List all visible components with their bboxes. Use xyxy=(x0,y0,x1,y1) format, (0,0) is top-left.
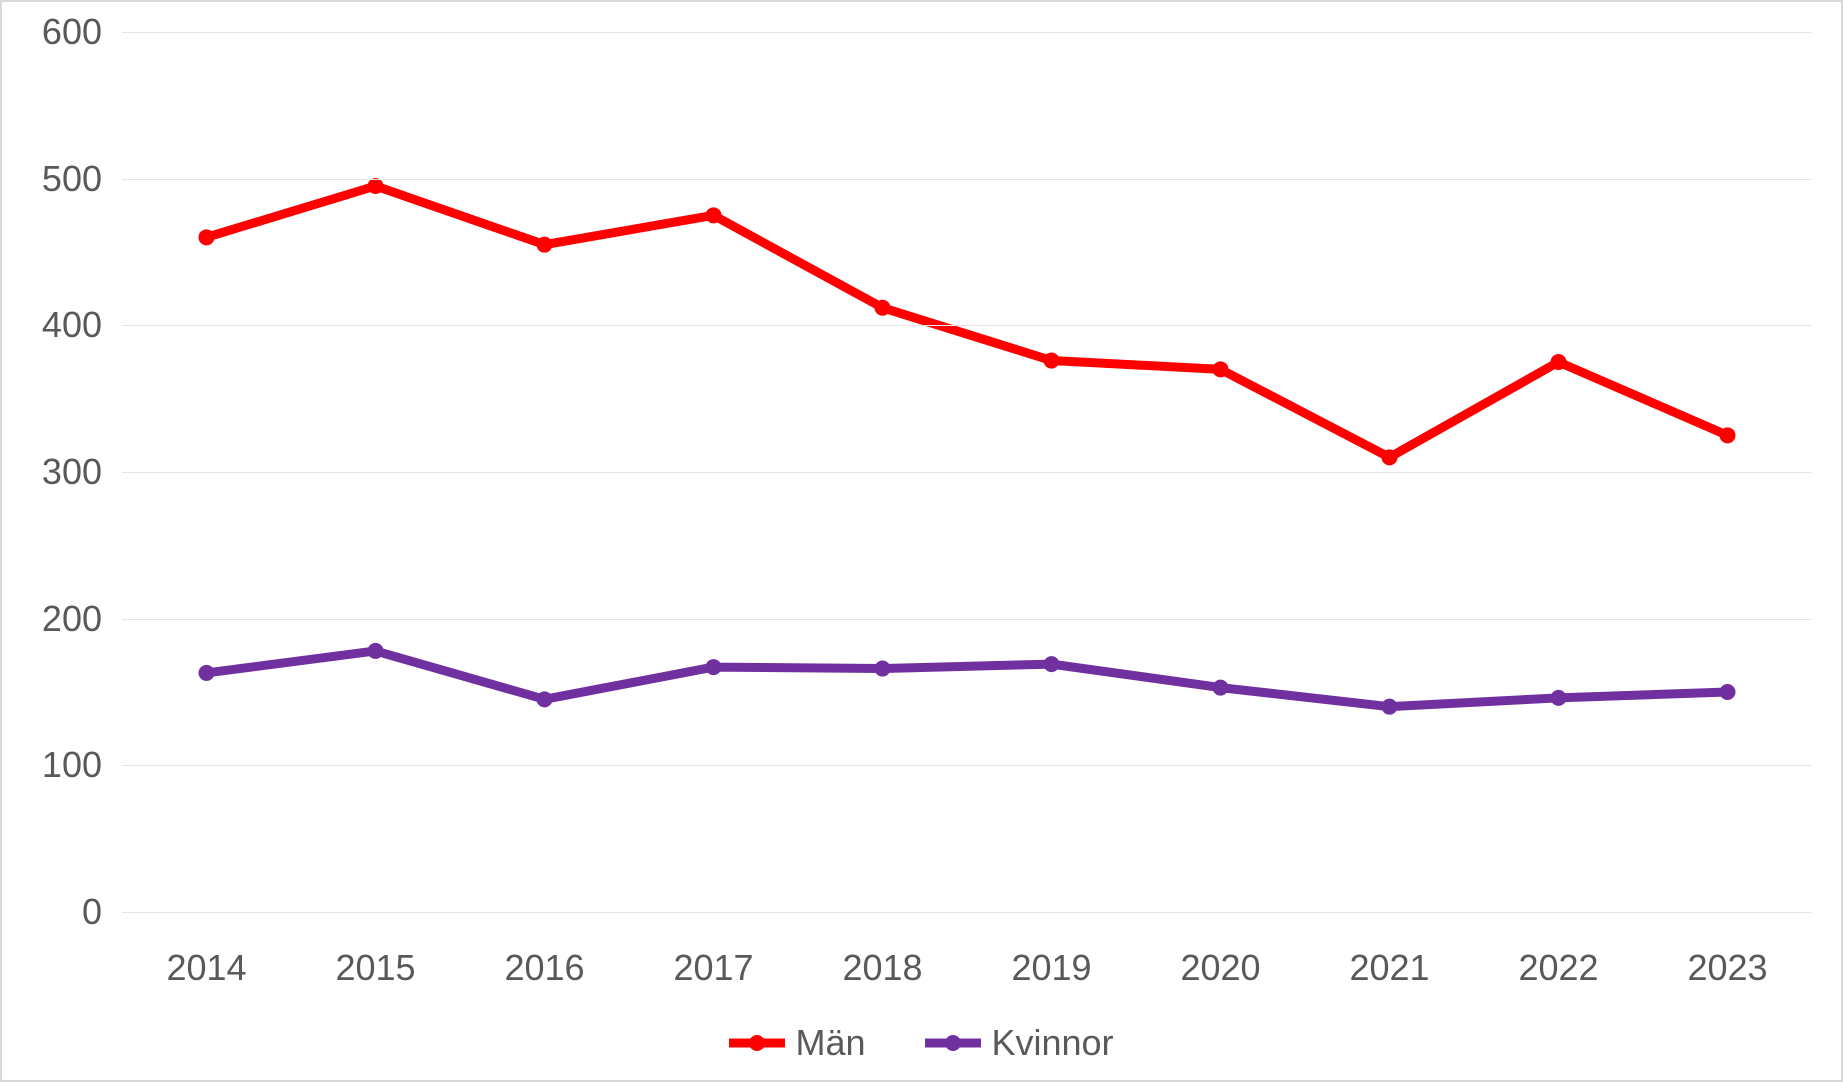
x-tick-label: 2021 xyxy=(1349,947,1429,989)
series-marker-women xyxy=(537,691,553,707)
series-marker-men xyxy=(1044,353,1060,369)
legend-item-men: Män xyxy=(729,1022,865,1064)
y-tick-label: 600 xyxy=(2,11,102,53)
series-marker-men xyxy=(537,237,553,253)
series-marker-men xyxy=(875,300,891,316)
y-tick-label: 400 xyxy=(2,304,102,346)
series-marker-men xyxy=(199,229,215,245)
x-tick-label: 2020 xyxy=(1180,947,1260,989)
x-tick-label: 2019 xyxy=(1011,947,1091,989)
gridline xyxy=(122,325,1812,326)
series-marker-women xyxy=(1551,690,1567,706)
gridline xyxy=(122,765,1812,766)
series-line-men xyxy=(207,186,1728,457)
y-tick-label: 100 xyxy=(2,744,102,786)
series-marker-women xyxy=(1382,699,1398,715)
line-chart: Män Kvinnor 0 100 200 300 400 500 600 2014 2015 20… xyxy=(0,0,1843,1082)
legend-swatch-men xyxy=(729,1034,785,1052)
gridline xyxy=(122,179,1812,180)
gridline xyxy=(122,32,1812,33)
y-tick-label: 0 xyxy=(2,891,102,933)
legend-item-women: Kvinnor xyxy=(925,1022,1113,1064)
series-marker-women xyxy=(1044,656,1060,672)
series-marker-women xyxy=(368,643,384,659)
gridline xyxy=(122,619,1812,620)
legend-label-women: Kvinnor xyxy=(991,1022,1113,1064)
x-tick-label: 2016 xyxy=(504,947,584,989)
legend: Män Kvinnor xyxy=(2,1022,1841,1064)
gridline xyxy=(122,472,1812,473)
legend-label-men: Män xyxy=(795,1022,865,1064)
series-marker-men xyxy=(368,178,384,194)
series-marker-women xyxy=(706,659,722,675)
plot-area xyxy=(122,32,1812,912)
x-tick-label: 2022 xyxy=(1518,947,1598,989)
series-marker-men xyxy=(706,207,722,223)
x-tick-label: 2015 xyxy=(335,947,415,989)
series-marker-women xyxy=(199,665,215,681)
x-tick-label: 2017 xyxy=(673,947,753,989)
series-marker-women xyxy=(1213,680,1229,696)
series-marker-men xyxy=(1382,449,1398,465)
series-marker-women xyxy=(1720,684,1736,700)
x-tick-label: 2023 xyxy=(1687,947,1767,989)
y-tick-label: 200 xyxy=(2,598,102,640)
gridline xyxy=(122,912,1812,913)
series-marker-men xyxy=(1720,427,1736,443)
series-marker-women xyxy=(875,661,891,677)
series-marker-men xyxy=(1551,354,1567,370)
x-tick-label: 2014 xyxy=(166,947,246,989)
legend-swatch-women xyxy=(925,1034,981,1052)
y-tick-label: 500 xyxy=(2,158,102,200)
series-marker-men xyxy=(1213,361,1229,377)
series-line-women xyxy=(207,651,1728,707)
y-tick-label: 300 xyxy=(2,451,102,493)
x-tick-label: 2018 xyxy=(842,947,922,989)
